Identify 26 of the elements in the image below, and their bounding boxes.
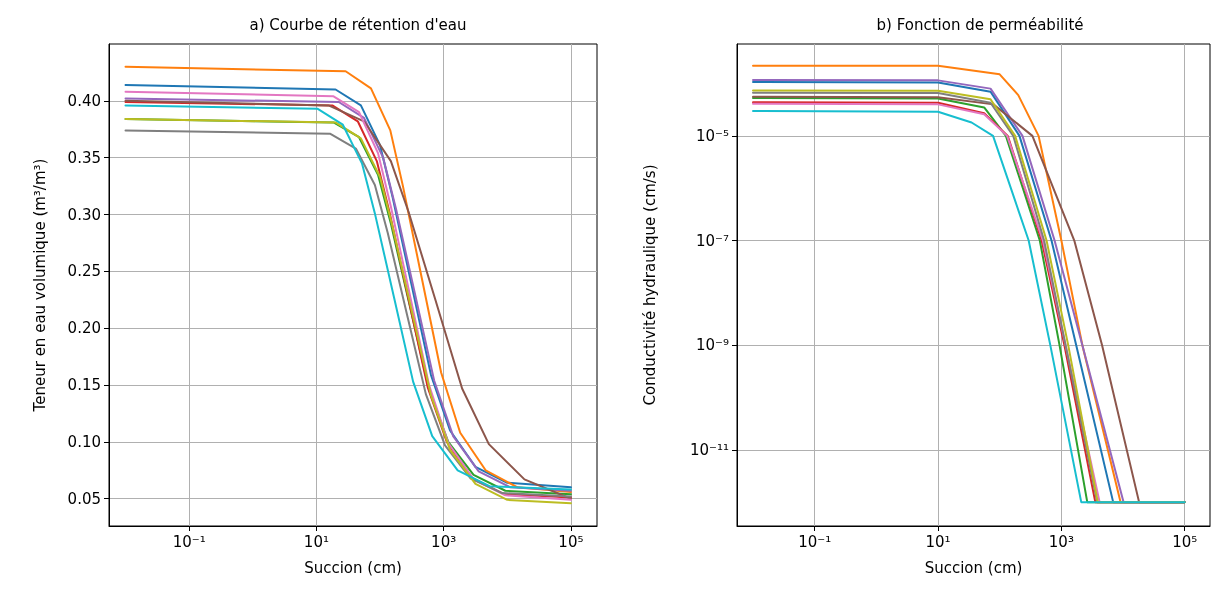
- y-tick-label: 0.35: [67, 148, 101, 167]
- x-tick-label: 10¹: [925, 532, 951, 551]
- x-axis-title: Succion (cm): [304, 558, 402, 577]
- y-tick-label: 10⁻⁵: [695, 126, 729, 145]
- y-axis-title: Teneur en eau volumique (m³/m³): [30, 158, 49, 413]
- x-tick-label: 10⁻¹: [798, 532, 832, 551]
- x-tick-label: 10¹: [303, 532, 329, 551]
- x-axis-title: Succion (cm): [924, 558, 1023, 577]
- y-tick-label: 10⁻⁹: [695, 336, 729, 355]
- y-axis-title: Conductivité hydraulique (cm/s): [640, 164, 659, 406]
- x-tick-label: 10⁵: [558, 532, 584, 551]
- y-tick-label: 0.30: [67, 205, 101, 224]
- y-tick-label: 0.20: [67, 319, 101, 338]
- x-tick-label: 10⁵: [1172, 532, 1198, 551]
- y-tick-label: 0.25: [67, 262, 101, 281]
- chart-title: a) Courbe de rétention d'eau: [249, 15, 467, 34]
- y-tick-label: 0.40: [67, 91, 101, 110]
- y-tick-label: 0.05: [67, 489, 101, 508]
- x-tick-label: 10³: [1048, 532, 1074, 551]
- x-tick-label: 10⁻¹: [172, 532, 206, 551]
- y-tick-label: 0.15: [67, 376, 101, 395]
- y-tick-label: 0.10: [67, 432, 101, 451]
- y-tick-label: 10⁻¹¹: [689, 440, 729, 459]
- x-tick-label: 10³: [431, 532, 457, 551]
- chart-title: b) Fonction de perméabilité: [876, 15, 1084, 34]
- y-tick-label: 10⁻⁷: [695, 231, 729, 250]
